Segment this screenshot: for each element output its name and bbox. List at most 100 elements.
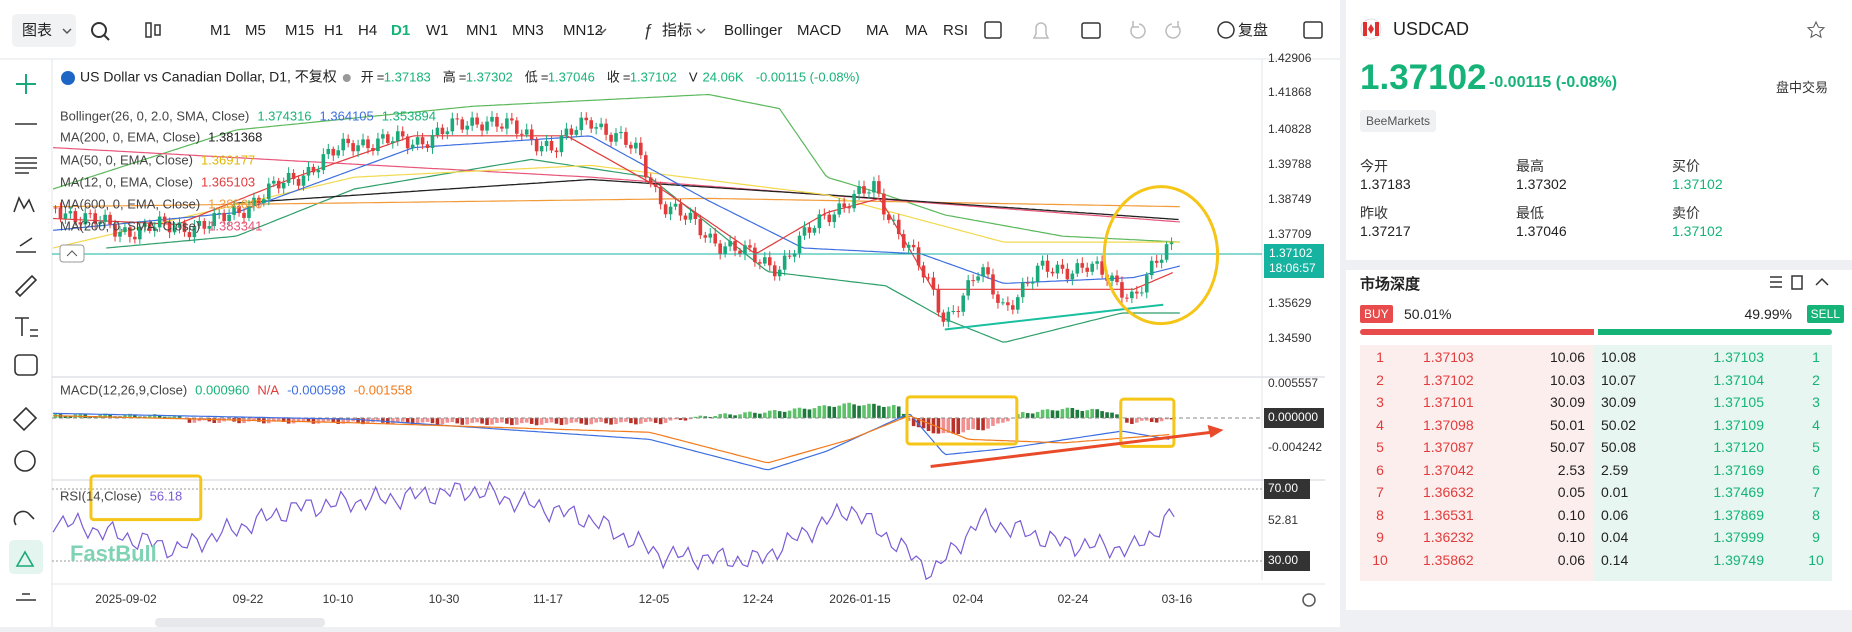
fib-tool[interactable] xyxy=(15,158,37,173)
candle-body xyxy=(292,173,296,179)
chart-menu[interactable]: 图表 xyxy=(22,22,52,39)
indicator-button[interactable]: MACD xyxy=(797,22,841,39)
candle-body xyxy=(708,234,712,238)
depth-controls[interactable] xyxy=(1770,276,1828,289)
ask-level: 8 xyxy=(1806,507,1826,523)
change-pct: (-0.08%) xyxy=(1556,74,1617,91)
candle-body xyxy=(555,150,559,152)
candle-body xyxy=(54,208,58,209)
interval[interactable]: MN12 xyxy=(563,22,603,39)
star[interactable] xyxy=(1808,22,1824,37)
calendar-icon[interactable] xyxy=(1082,23,1100,38)
legend: US Dollar vs Canadian Dollar, D1, 不复权 开=… xyxy=(60,69,860,504)
candle-body xyxy=(743,245,747,254)
candle-body xyxy=(649,177,653,184)
quote-label: V xyxy=(689,69,698,84)
indicator-name: MA(12, 0, EMA, Close) xyxy=(60,174,193,189)
candle-body xyxy=(307,167,311,176)
collapse-button[interactable] xyxy=(60,245,84,262)
text-tool[interactable] xyxy=(15,318,38,336)
replay-button[interactable]: 复盘 xyxy=(1238,21,1268,39)
macd-bar xyxy=(1076,410,1080,418)
quote-change: -0.00115 (-0.08%) xyxy=(756,69,860,84)
lock-tool-bg[interactable] xyxy=(9,540,43,574)
indicator-menu[interactable]: 指标 xyxy=(662,22,692,39)
candle-body xyxy=(505,118,509,128)
macd-bar xyxy=(768,411,772,418)
interval[interactable]: MN3 xyxy=(512,22,544,39)
macd-bar xyxy=(510,418,514,425)
ask-price: 1.37869 xyxy=(1713,507,1764,523)
ask-price: 1.37103 xyxy=(1713,349,1764,365)
candle-body xyxy=(857,186,861,194)
interval[interactable]: H1 xyxy=(324,22,343,39)
macd-bar xyxy=(1160,418,1164,421)
indicator-name: MA(200, 0, EMA, Close) xyxy=(60,129,200,144)
candle-body xyxy=(490,117,494,122)
candle-body xyxy=(971,280,975,281)
macd-value: N/A xyxy=(257,382,279,397)
date-tick: 02-04 xyxy=(953,592,984,606)
ask-level: 10 xyxy=(1806,552,1826,568)
emoji-tool[interactable] xyxy=(15,355,37,375)
macd-bar xyxy=(470,418,474,423)
brush-tool[interactable] xyxy=(16,276,36,296)
undo-icon[interactable] xyxy=(1131,21,1145,38)
macd-bar xyxy=(629,418,633,423)
candle-body xyxy=(619,132,623,133)
interval[interactable]: H4 xyxy=(358,22,377,39)
candle-body xyxy=(922,266,926,278)
candle-body xyxy=(495,117,499,127)
rsi-value: 56.18 xyxy=(150,488,183,503)
date-tick: 09-22 xyxy=(233,592,264,606)
macd-bar xyxy=(877,406,881,418)
ruler-tool[interactable] xyxy=(14,408,36,430)
interval[interactable]: D1 xyxy=(391,22,410,39)
quote-value: 1.37046 xyxy=(548,69,595,84)
indicator-button[interactable]: Bollinger xyxy=(724,22,782,39)
interval[interactable]: M15 xyxy=(285,22,314,39)
magnet-tool[interactable] xyxy=(14,511,34,525)
zoom-tool[interactable] xyxy=(15,451,35,471)
interval[interactable]: MN1 xyxy=(466,22,498,39)
fullscreen-icon[interactable] xyxy=(1304,22,1322,38)
redo-icon[interactable] xyxy=(1166,21,1180,38)
status-dot xyxy=(343,74,351,82)
interval[interactable]: W1 xyxy=(426,22,449,39)
symbol-icon xyxy=(61,71,75,85)
delete-tool[interactable] xyxy=(16,594,36,600)
settings-icon[interactable] xyxy=(1303,594,1315,606)
candle-icon[interactable] xyxy=(146,23,151,37)
candle-body xyxy=(862,186,866,193)
indicator-button[interactable]: MA xyxy=(905,22,928,39)
price-tick: 1.39788 xyxy=(1268,157,1312,171)
bid-price: 1.35862 xyxy=(1423,552,1474,568)
crosshair-tool[interactable] xyxy=(16,74,36,94)
projection-tool[interactable] xyxy=(16,238,36,252)
macd-bar xyxy=(381,418,385,423)
indicator-button[interactable]: RSI xyxy=(943,22,968,39)
candle-body xyxy=(699,219,703,235)
bid-level: 9 xyxy=(1370,529,1390,545)
alert-icon[interactable] xyxy=(1034,23,1048,38)
macd-bar xyxy=(584,418,588,425)
search-icon[interactable] xyxy=(92,23,106,37)
pattern-tool[interactable] xyxy=(14,198,34,212)
interval[interactable]: M1 xyxy=(210,22,231,39)
replay-icon[interactable] xyxy=(1218,22,1234,38)
layout-icon[interactable] xyxy=(985,22,1001,38)
candle-body xyxy=(803,227,807,235)
stat-value: 1.37102 xyxy=(1672,176,1723,192)
interval[interactable]: M5 xyxy=(245,22,266,39)
macd-bar xyxy=(460,418,464,425)
candle-body xyxy=(485,122,489,131)
candle-body xyxy=(1021,283,1025,298)
indicator-button[interactable]: MA xyxy=(866,22,889,39)
candle-body xyxy=(961,296,965,312)
candle-body xyxy=(1110,276,1114,281)
bid-volume: 0.06 xyxy=(1558,552,1585,568)
bid-level: 7 xyxy=(1370,484,1390,500)
favorite[interactable] xyxy=(1806,20,1826,40)
candle-body xyxy=(331,149,335,156)
candle-body xyxy=(927,277,931,278)
